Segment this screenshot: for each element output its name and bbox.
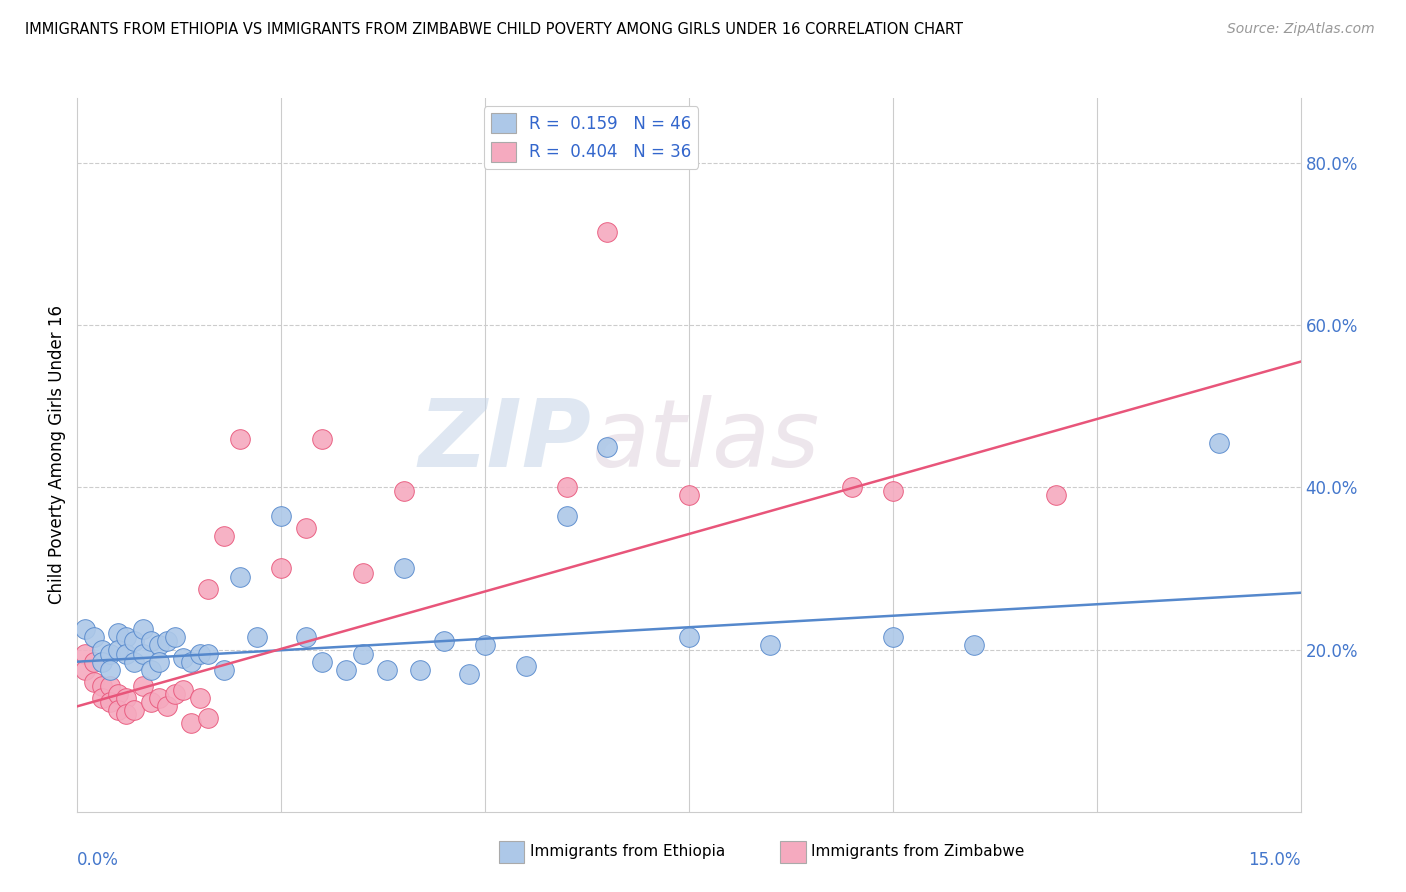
Point (882, 631, 904, 645)
Point (270, 561, 292, 575)
Text: atlas: atlas (591, 395, 820, 486)
Point (90, 642, 112, 657)
Point (98, 695, 121, 709)
Point (433, 634, 456, 648)
Point (212, 529, 235, 543)
Point (124, 634, 146, 648)
Point (335, 663, 357, 677)
Point (409, 663, 432, 677)
Point (229, 432, 252, 446)
Point (139, 695, 162, 709)
Point (165, 631, 187, 645)
Point (375, 663, 398, 677)
Text: Source: ZipAtlas.com: Source: ZipAtlas.com (1227, 22, 1375, 37)
Point (139, 634, 162, 648)
Point (148, 691, 170, 706)
Point (98, 679, 121, 693)
Text: 15.0%: 15.0% (1249, 851, 1301, 869)
Point (83, 631, 105, 645)
Point (180, 655, 202, 669)
Point (115, 707, 138, 722)
Point (841, 480, 863, 494)
Point (596, 225, 619, 239)
Point (352, 566, 374, 580)
Point (963, 639, 986, 653)
Point (212, 663, 235, 677)
Point (270, 508, 292, 523)
Point (115, 647, 138, 661)
Point (197, 711, 219, 725)
Point (98, 647, 121, 661)
Point (882, 484, 904, 499)
Point (90, 691, 112, 706)
Point (1208, 435, 1230, 450)
Point (148, 639, 170, 653)
Point (90, 655, 112, 669)
Point (1045, 488, 1067, 502)
Point (90, 679, 112, 693)
Text: Immigrants from Ethiopia: Immigrants from Ethiopia (530, 845, 725, 859)
Point (124, 703, 146, 717)
Point (294, 521, 316, 535)
Point (107, 703, 129, 717)
Point (83, 655, 105, 669)
Point (148, 655, 170, 669)
Point (294, 631, 316, 645)
Point (352, 647, 374, 661)
Point (197, 582, 219, 596)
Point (596, 440, 619, 454)
Text: IMMIGRANTS FROM ETHIOPIA VS IMMIGRANTS FROM ZIMBABWE CHILD POVERTY AMONG GIRLS U: IMMIGRANTS FROM ETHIOPIA VS IMMIGRANTS F… (25, 22, 963, 37)
Point (75, 647, 97, 661)
Point (83, 675, 105, 690)
Point (172, 650, 194, 665)
Point (139, 663, 162, 677)
Point (311, 655, 333, 669)
Text: 0.0%: 0.0% (77, 851, 120, 869)
Point (156, 634, 179, 648)
Text: Immigrants from Zimbabwe: Immigrants from Zimbabwe (811, 845, 1025, 859)
Point (180, 715, 202, 730)
Point (107, 626, 129, 640)
Point (188, 647, 211, 661)
Point (515, 658, 537, 673)
Point (188, 691, 211, 706)
Y-axis label: Child Poverty Among Girls Under 16: Child Poverty Among Girls Under 16 (48, 305, 66, 605)
Point (474, 639, 496, 653)
Text: ZIP: ZIP (418, 394, 591, 487)
Point (75, 622, 97, 636)
Point (124, 655, 146, 669)
Point (555, 480, 578, 494)
Point (759, 639, 782, 653)
Point (75, 663, 97, 677)
Point (392, 561, 415, 575)
Point (555, 508, 578, 523)
Point (678, 631, 700, 645)
Legend: R =  0.159   N = 46, R =  0.404   N = 36: R = 0.159 N = 46, R = 0.404 N = 36 (484, 106, 697, 169)
Point (311, 432, 333, 446)
Point (131, 622, 153, 636)
Point (457, 666, 479, 681)
Point (115, 691, 138, 706)
Point (156, 699, 179, 714)
Point (678, 488, 700, 502)
Point (131, 647, 153, 661)
Point (107, 642, 129, 657)
Point (98, 663, 121, 677)
Point (229, 569, 252, 583)
Point (246, 631, 269, 645)
Point (131, 679, 153, 693)
Point (392, 484, 415, 499)
Point (197, 647, 219, 661)
Point (172, 683, 194, 698)
Point (107, 687, 129, 701)
Point (165, 687, 187, 701)
Point (115, 631, 138, 645)
